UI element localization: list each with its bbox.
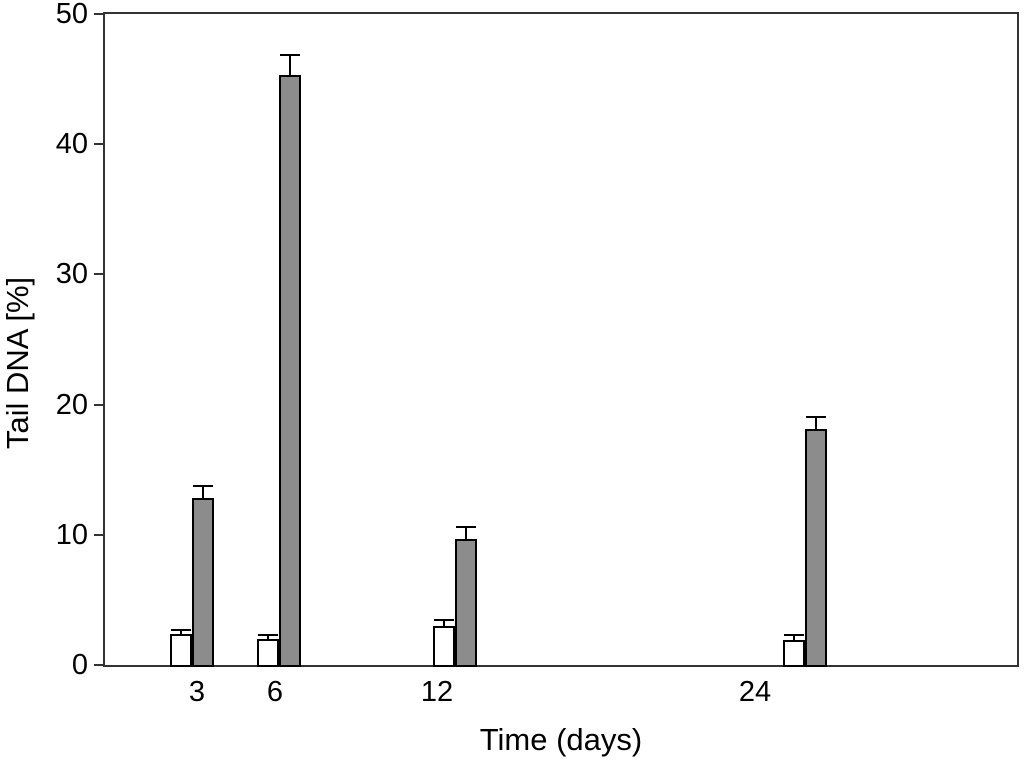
y-axis-title: Tail DNA [%] [0, 276, 35, 450]
x-axis-title: Time (days) [479, 722, 643, 757]
y-tick-mark [94, 143, 103, 146]
y-tick-label: 30 [55, 258, 88, 291]
plot-area [103, 12, 1019, 667]
bar-white-bars-day6 [256, 638, 279, 667]
x-tick-label: 3 [188, 676, 206, 708]
bar-white-bars-day24 [783, 640, 805, 667]
y-tick-mark [94, 403, 103, 406]
y-tick-mark [94, 533, 103, 536]
x-tick-label: 12 [420, 676, 454, 708]
error-bar-cap [192, 485, 213, 488]
error-bar-line [288, 54, 291, 76]
x-tick-label: 6 [266, 676, 284, 708]
y-tick-mark [94, 664, 103, 666]
error-bar-line [179, 628, 182, 634]
bar-white-bars-day3 [169, 633, 192, 667]
y-tick-label: 20 [55, 388, 88, 421]
error-bar-cap [279, 54, 300, 57]
bar-gray-bars-day24 [805, 429, 827, 667]
error-bar-cap [784, 633, 804, 636]
y-tick-label: 40 [55, 128, 88, 161]
error-bar-line [815, 416, 817, 430]
error-bar-cap [170, 628, 191, 631]
bar-white-bars-day12 [432, 625, 455, 667]
y-tick-label: 10 [55, 518, 88, 551]
error-bar-line [266, 633, 269, 639]
bar-gray-bars-day3 [191, 498, 214, 667]
error-bar-line [201, 485, 204, 499]
y-tick-label: 50 [55, 0, 88, 30]
y-tick-mark [94, 13, 103, 15]
error-bar-line [793, 633, 795, 641]
bar-gray-bars-day12 [454, 538, 477, 667]
error-bar-cap [433, 619, 454, 622]
error-bar-cap [806, 416, 826, 419]
error-bar-cap [455, 525, 476, 528]
x-tick-label: 24 [738, 676, 772, 708]
y-tick-mark [94, 273, 103, 276]
error-bar-line [464, 525, 467, 539]
error-bar-line [442, 619, 445, 626]
y-tick-label: 0 [71, 649, 88, 681]
bar-gray-bars-day6 [278, 75, 301, 667]
error-bar-cap [257, 633, 278, 636]
